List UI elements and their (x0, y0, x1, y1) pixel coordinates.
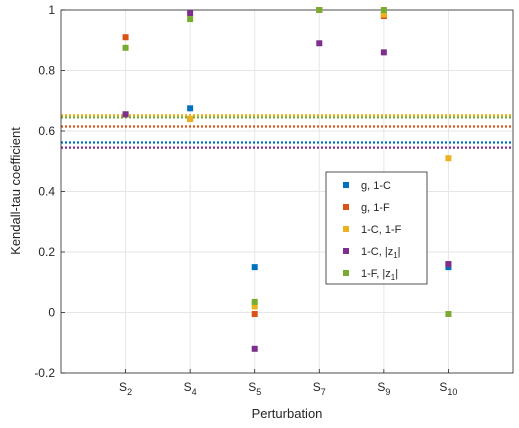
data-point (445, 311, 452, 318)
x-tick-label: S2 (119, 380, 132, 397)
data-point (122, 34, 129, 41)
data-point (187, 10, 194, 17)
mean-lines (61, 114, 513, 149)
y-tick-label: 0.8 (38, 64, 55, 78)
y-tick-label: 0 (48, 306, 55, 320)
data-point (187, 105, 194, 112)
data-point (316, 40, 323, 47)
data-point (251, 298, 258, 305)
data-point (122, 44, 129, 51)
legend-box (325, 171, 428, 285)
legend: g, 1-C g, 1-F 1-C, 1-F 1-C, |z1| 1-F, |z1| (325, 171, 428, 285)
x-tick-label: S9 (377, 380, 390, 397)
data-point (445, 261, 452, 268)
data-point (187, 16, 194, 23)
x-tick-label: S4 (184, 380, 197, 397)
data-point (251, 264, 258, 271)
x-tick-subscript: 7 (321, 387, 326, 397)
x-tick-subscript: 5 (256, 387, 261, 397)
legend-marker (343, 248, 349, 254)
x-tick-label: S10 (439, 380, 457, 397)
legend-label: 1-C, |z1| (361, 246, 401, 260)
x-tick-base: S (439, 380, 447, 394)
x-tick-subscript: 4 (192, 387, 197, 397)
legend-label: 1-C, 1-F (361, 224, 402, 236)
x-tick-base: S (248, 380, 256, 394)
legend-label: g, 1-C (361, 180, 391, 192)
x-axis-label: Perturbation (252, 406, 323, 421)
y-tick-label: 0.6 (38, 124, 55, 138)
legend-marker (343, 182, 349, 188)
x-tick-base: S (119, 380, 127, 394)
data-points (122, 7, 452, 352)
data-point (251, 303, 258, 310)
legend-marker (343, 270, 349, 276)
legend-marker (343, 204, 349, 210)
data-point (251, 311, 258, 318)
y-tick-label: -0.2 (34, 366, 55, 380)
y-axis-label: Kendall-tau coefficient (8, 127, 23, 255)
data-point (380, 7, 387, 13)
data-point (380, 49, 387, 56)
legend-marker (343, 226, 349, 232)
y-tick-label: 1 (48, 3, 55, 17)
data-point (316, 7, 323, 13)
y-tick-label: 0.4 (38, 185, 55, 199)
x-tick-label: S7 (313, 380, 326, 397)
legend-label: g, 1-F (361, 202, 390, 214)
x-tick-base: S (377, 380, 385, 394)
data-point (380, 11, 387, 18)
data-point (251, 345, 258, 352)
x-tick-subscript: 2 (127, 387, 132, 397)
data-point (445, 155, 452, 162)
data-point (122, 111, 129, 118)
y-tick-label: 0.2 (38, 245, 55, 259)
data-point (445, 264, 452, 271)
x-tick-label: S5 (248, 380, 261, 397)
x-tick-base: S (313, 380, 321, 394)
x-tick-subscript: 9 (385, 387, 390, 397)
x-tick-subscript: 10 (447, 387, 457, 397)
data-point (187, 115, 194, 122)
legend-label: 1-F, |z1| (361, 268, 398, 282)
x-tick-base: S (184, 380, 192, 394)
